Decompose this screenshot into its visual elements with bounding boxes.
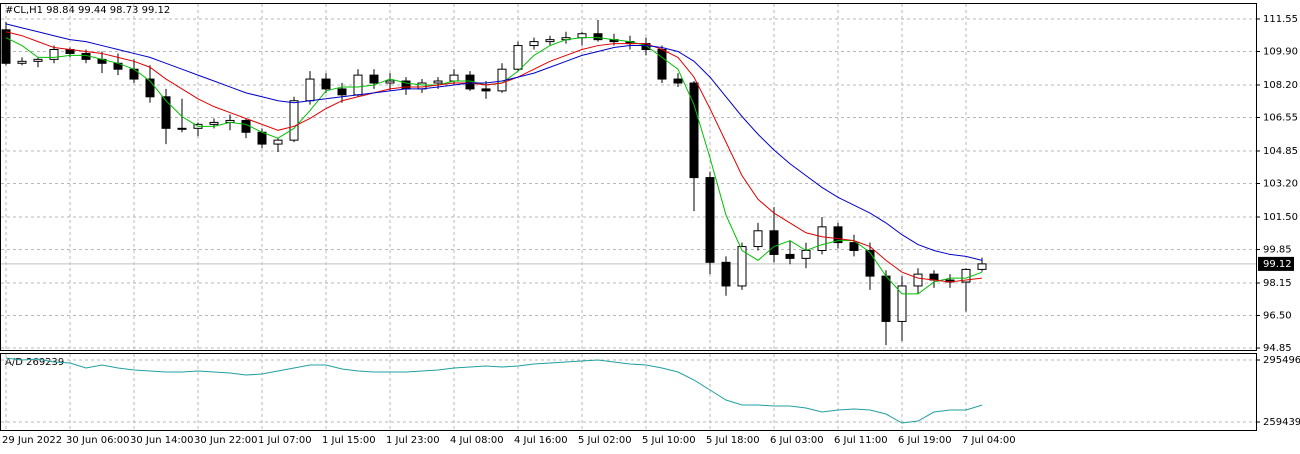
candle-body [529, 41, 539, 47]
candle-body [817, 226, 827, 251]
candle-body [49, 49, 59, 60]
candle-body [1, 29, 11, 64]
y-tick-label: 96.50 [1263, 311, 1292, 322]
candle-body [177, 127, 187, 130]
y-tick-label: 108.20 [1263, 80, 1298, 91]
candle-body [273, 139, 283, 145]
candle-body [721, 261, 731, 287]
x-tick-label: 6 Jul 11:00 [834, 435, 888, 446]
candle-body [289, 100, 299, 141]
y-tick-label: 94.85 [1263, 343, 1292, 354]
candle-body [337, 88, 347, 96]
ad-line [5, 357, 983, 424]
candle-body [929, 273, 939, 281]
candle-body [593, 33, 603, 41]
indicator-panel [0, 353, 1257, 431]
candle-body [353, 74, 363, 96]
y-tick-label: 98.15 [1263, 278, 1292, 289]
candle-body [513, 45, 523, 70]
candle-body [257, 131, 267, 145]
candle-body [161, 96, 171, 129]
candle-body [849, 242, 859, 251]
y-tick-label: 104.85 [1263, 146, 1298, 157]
x-tick-label: 30 Jun 06:00 [66, 435, 130, 446]
candle-body [833, 226, 843, 244]
x-tick-label: 7 Jul 04:00 [962, 435, 1016, 446]
y-tick-label: 101.50 [1263, 212, 1298, 223]
candle-body [737, 246, 747, 287]
x-tick-label: 4 Jul 08:00 [450, 435, 504, 446]
y-tick-label: 99.85 [1263, 245, 1292, 256]
x-tick-label: 5 Jul 02:00 [578, 435, 632, 446]
y-tick-label: 106.55 [1263, 112, 1298, 123]
candle-body [897, 285, 907, 322]
chart-title: #CL,H1 98.84 99.44 98.73 99.12 [5, 5, 170, 16]
x-tick-label: 30 Jun 22:00 [194, 435, 258, 446]
candle-body [305, 78, 315, 102]
indicator-title: A/D 269239 [5, 357, 64, 368]
candle-body [913, 273, 923, 287]
moving-average [5, 23, 983, 261]
candle-body [385, 80, 395, 84]
candle-body [209, 121, 219, 125]
candle-body [241, 119, 251, 133]
candle-body [433, 80, 443, 84]
y-tick-label: 111.55 [1263, 14, 1298, 25]
candle-body [881, 275, 891, 322]
candle-body [33, 58, 43, 62]
candle-body [449, 74, 459, 82]
x-tick-label: 30 Jun 14:00 [130, 435, 194, 446]
candle-body [369, 74, 379, 84]
candle-body [705, 177, 715, 263]
current-price-box [1258, 256, 1294, 271]
x-tick-label: 6 Jul 19:00 [898, 435, 952, 446]
candle-body [417, 82, 427, 90]
x-tick-label: 1 Jul 23:00 [386, 435, 440, 446]
x-tick-label: 1 Jul 07:00 [258, 435, 312, 446]
current-price-label: 99.12 [1263, 259, 1292, 270]
candle-body [753, 230, 763, 248]
candle-body [977, 263, 987, 270]
candle-body [657, 49, 667, 80]
x-tick-label: 1 Jul 15:00 [322, 435, 376, 446]
candle-body [865, 249, 875, 277]
y-tick-label: 259439 [1263, 417, 1300, 428]
main-panel [0, 3, 1257, 351]
candle-body [801, 249, 811, 259]
candle-body [17, 60, 27, 64]
x-tick-label: 4 Jul 16:00 [514, 435, 568, 446]
candle-body [577, 33, 587, 39]
y-tick-label: 109.90 [1263, 46, 1298, 57]
candle-body [769, 230, 779, 255]
x-tick-label: 6 Jul 03:00 [770, 435, 824, 446]
candle-body [321, 78, 331, 90]
candle-body [785, 253, 795, 259]
candle-body [673, 78, 683, 84]
y-tick-label: 295496 [1263, 355, 1300, 366]
candle-body [145, 78, 155, 98]
candle-body [961, 268, 971, 283]
x-tick-label: 5 Jul 18:00 [706, 435, 760, 446]
x-tick-label: 5 Jul 10:00 [642, 435, 696, 446]
candle-body [689, 82, 699, 179]
candle-body [481, 88, 491, 92]
candle-body [545, 39, 555, 43]
x-tick-label: 29 Jun 2022 [2, 435, 62, 446]
y-tick-label: 103.20 [1263, 178, 1298, 189]
moving-average [5, 31, 983, 283]
